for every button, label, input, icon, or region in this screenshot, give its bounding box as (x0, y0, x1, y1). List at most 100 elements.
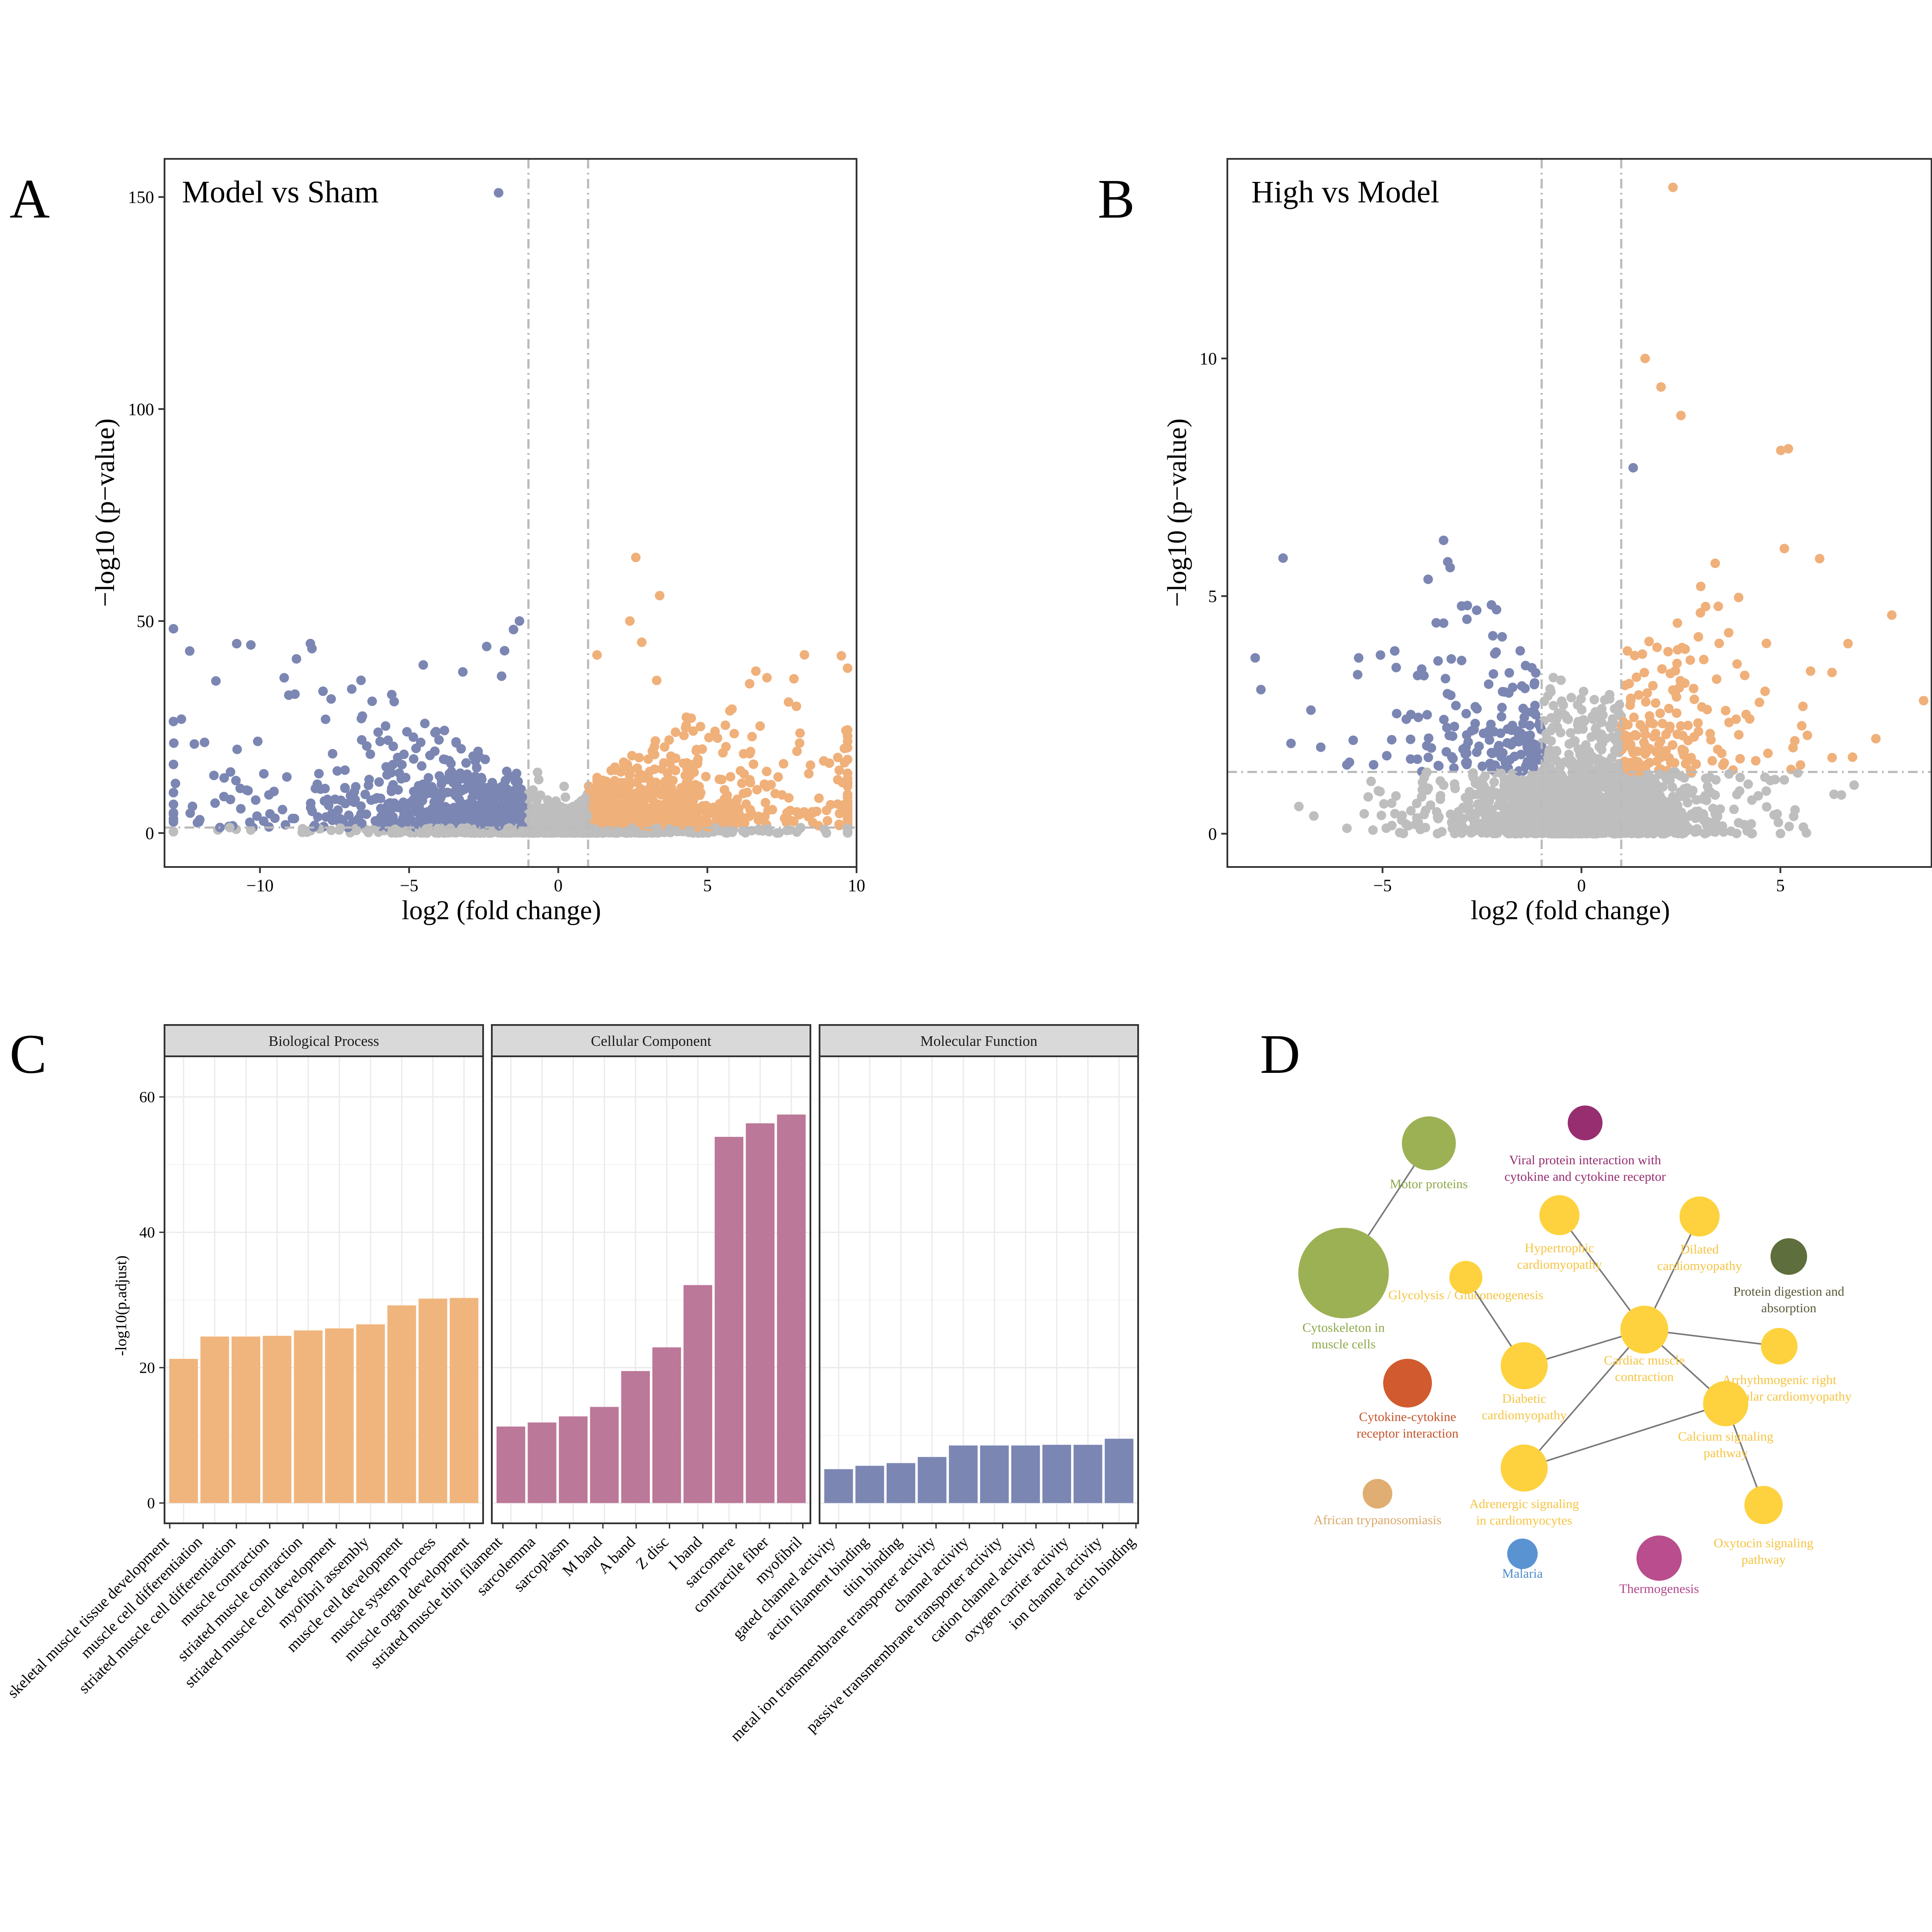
volcano-point-up (691, 746, 701, 756)
volcano-point-ns (1581, 744, 1591, 754)
volcano-point-ns (533, 767, 543, 777)
volcano-point-ns (1601, 733, 1611, 743)
volcano-point-up (754, 811, 764, 821)
volcano-point-down (374, 777, 384, 787)
volcano-point-up (638, 798, 648, 808)
volcano-point-down (1496, 712, 1506, 722)
volcano-point-up (612, 787, 622, 797)
volcano-point-down (336, 795, 346, 805)
volcano-point-down (252, 811, 262, 821)
volcano-point-up (636, 769, 646, 780)
volcano-point-up (679, 730, 689, 740)
volcano-point-down (482, 642, 492, 652)
volcano-point-down (1344, 757, 1354, 767)
volcano-point-up (1644, 636, 1654, 646)
volcano-point-up (1802, 730, 1812, 740)
volcano-point-ns (1765, 776, 1775, 786)
volcano-point-up (645, 766, 655, 776)
volcano-point-down (168, 624, 178, 634)
volcano-point-ns (168, 827, 178, 837)
volcano-point-ns (1586, 787, 1596, 797)
volcano-point-up (1650, 729, 1660, 739)
volcano-point-ns (1589, 695, 1599, 705)
volcano-point-up (726, 772, 736, 782)
volcano-point-down (399, 808, 409, 818)
y-axis-label-a: −log10 (p−value) (91, 418, 120, 607)
volcano-point-ns (1566, 759, 1576, 769)
volcano-point-ns (1546, 736, 1556, 746)
volcano-point-ns (1779, 775, 1789, 785)
volcano-point-down (1474, 741, 1484, 751)
volcano-point-down (1472, 605, 1482, 615)
volcano-point-up (1693, 718, 1703, 728)
volcano-point-up (1689, 694, 1699, 704)
volcano-point-up (779, 759, 789, 769)
volcano-point-down (1514, 766, 1524, 776)
volcano-point-down (1447, 752, 1457, 762)
volcano-point-up (1724, 628, 1734, 638)
volcano-point-up (1686, 753, 1696, 763)
volcano-point-ns (570, 803, 580, 813)
volcano-point-down (423, 773, 433, 783)
volcano-point-up (1734, 730, 1744, 740)
volcano-point-up (1710, 558, 1720, 568)
volcano-point-ns (1670, 820, 1680, 830)
volcano-point-up (1640, 668, 1650, 678)
volcano-point-down (1502, 738, 1512, 748)
volcano-point-down (356, 809, 366, 819)
volcano-point-down (447, 813, 457, 823)
volcano-point-down (432, 801, 442, 811)
volcano-point-up (763, 805, 773, 815)
y-tick-label: 150 (128, 188, 154, 207)
volcano-point-ns (1836, 790, 1846, 800)
volcano-point-down (1495, 728, 1505, 738)
volcano-point-ns (1605, 721, 1615, 731)
volcano-point-up (690, 816, 700, 826)
volcano-point-up (747, 732, 757, 742)
volcano-point-ns (1412, 799, 1422, 809)
volcano-point-ns (1747, 829, 1757, 839)
volcano-point-ns (1541, 729, 1551, 739)
volcano-point-up (632, 777, 642, 787)
volcano-point-ns (1465, 787, 1475, 797)
volcano-point-up (1635, 720, 1645, 730)
volcano-point-ns (1603, 757, 1613, 767)
volcano-point-down (1423, 753, 1433, 763)
volcano-point-down (168, 716, 178, 726)
panel-letter-c: C (10, 1023, 47, 1085)
volcano-point-down (1485, 735, 1495, 745)
volcano-point-down (278, 805, 288, 815)
volcano-point-down (411, 743, 421, 753)
volcano-point-down (1424, 733, 1434, 743)
volcano-point-down (365, 749, 375, 759)
volcano-point-down (1488, 631, 1498, 641)
volcano-point-up (630, 792, 640, 802)
volcano-point-down (1477, 761, 1487, 771)
volcano-point-up (718, 748, 728, 758)
volcano-point-down (344, 810, 354, 820)
volcano-point-down (461, 758, 471, 768)
volcano-point-ns (1558, 700, 1568, 710)
volcano-point-down (444, 806, 454, 816)
volcano-point-up (681, 783, 691, 793)
volcano-point-ns (1631, 810, 1641, 820)
volcano-point-down (434, 735, 444, 745)
volcano-point-down (324, 800, 334, 810)
volcano-point-down (1491, 647, 1501, 657)
x-tick-label: −5 (400, 876, 419, 895)
volcano-point-down (340, 783, 350, 793)
panel-letter-a: A (10, 168, 50, 230)
volcano-point-down (1391, 662, 1401, 672)
volcano-point-up (1776, 445, 1786, 455)
volcano-point-up (1718, 760, 1728, 770)
volcano-point-up (701, 772, 711, 782)
volcano-point-ns (1710, 827, 1720, 837)
volcano-point-up (773, 772, 783, 782)
volcano-point-down (1413, 671, 1423, 681)
volcano-point-ns (576, 796, 586, 806)
volcano-point-up (766, 780, 776, 790)
volcano-point-down (497, 782, 507, 792)
volcano-point-down (1508, 682, 1518, 692)
volcano-point-up (1693, 632, 1704, 642)
